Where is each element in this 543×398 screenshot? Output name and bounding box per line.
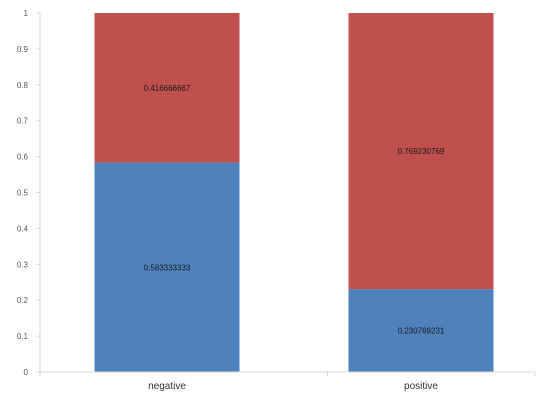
bar-segment — [348, 289, 494, 372]
data-label: 0.583333333 — [144, 263, 191, 272]
x-category-label: negative — [148, 381, 186, 392]
bar-segments — [94, 13, 494, 372]
bar-segment — [348, 13, 494, 290]
axes — [36, 12, 536, 376]
data-label: 0.416666667 — [144, 84, 191, 93]
y-tick-label: 0.6 — [17, 153, 29, 162]
y-tick-label: 0.1 — [17, 332, 29, 341]
x-category-label: positive — [404, 381, 438, 392]
y-tick-label: 0.7 — [17, 117, 29, 126]
y-tick-label: 0.9 — [17, 45, 29, 54]
y-tick-label: 0.4 — [17, 224, 29, 233]
y-tick-label: 0.5 — [17, 189, 29, 198]
bar-segment — [94, 162, 240, 372]
y-tick-label: 0 — [24, 368, 29, 377]
y-tick-label: 0.8 — [17, 81, 29, 90]
y-axis-tick-labels: 0 0.1 0.2 0.3 0.4 0.5 0.6 0.7 0.8 0.9 1 — [17, 9, 29, 377]
x-axis-category-labels: negative positive — [148, 381, 438, 392]
y-tick-label: 0.3 — [17, 260, 29, 269]
data-label: 0.230769231 — [398, 327, 445, 336]
y-tick-label: 1 — [24, 9, 29, 18]
data-label: 0.769230769 — [398, 147, 445, 156]
bar-segment — [94, 13, 240, 163]
y-tick-label: 0.2 — [17, 296, 29, 305]
data-labels: 0.583333333 0.416666667 0.230769231 0.76923… — [144, 84, 445, 336]
